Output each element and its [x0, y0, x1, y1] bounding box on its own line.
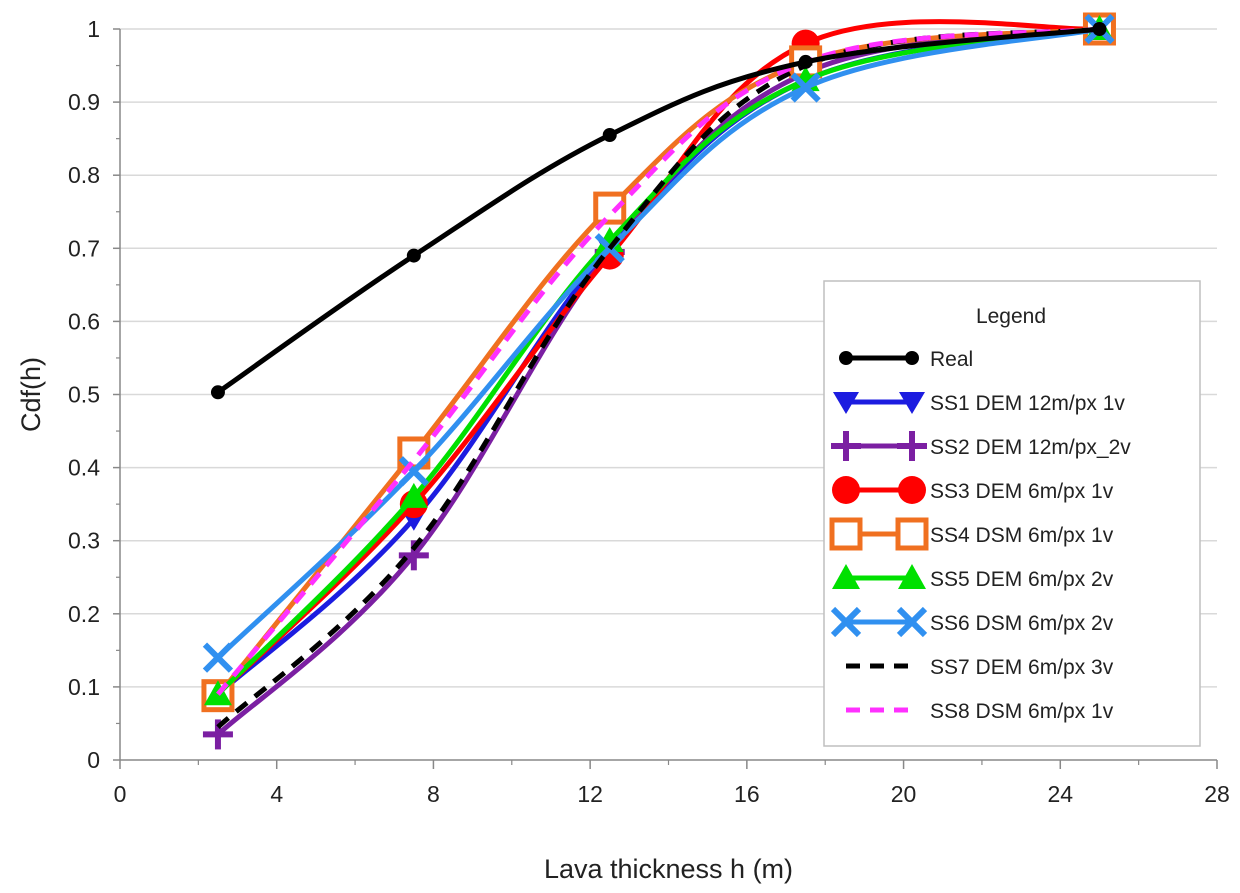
y-tick-label: 1: [87, 16, 100, 42]
legend-swatch-marker: [897, 431, 927, 461]
data-point-real: [602, 127, 617, 142]
legend-entry-ss3-dem-6m-px-1v: SS3 DEM 6m/px 1v: [832, 476, 1114, 504]
x-tick-label: 4: [270, 781, 283, 807]
legend-entry-ss6-dsm-6m-px-2v: SS6 DSM 6m/px 2v: [830, 606, 1114, 638]
legend: Legend Real SS1 DEM 12m/px 1v SS2 DEM 12m/…: [823, 280, 1201, 747]
legend-entry-ss8-dsm-6m-px-1v: SS8 DSM 6m/px 1v: [846, 700, 1114, 723]
y-tick-label: 0.5: [68, 382, 100, 408]
y-tick-label: 0.7: [68, 235, 100, 261]
legend-swatch-marker: [898, 564, 926, 589]
legend-label: SS7 DEM 6m/px 3v: [930, 656, 1114, 679]
y-tick-label: 0.3: [68, 528, 100, 554]
legend-label: SS8 DSM 6m/px 1v: [930, 700, 1114, 723]
data-point-real: [210, 385, 225, 400]
legend-swatch-marker: [896, 606, 928, 638]
legend-swatch-marker: [831, 431, 861, 461]
y-axis-title: Cdf(h): [16, 357, 46, 432]
legend-swatch-marker: [832, 564, 860, 589]
legend-entry-real: Real: [839, 348, 973, 371]
x-tick-label: 28: [1204, 781, 1230, 807]
legend-swatch-marker: [839, 351, 853, 365]
legend-entry-ss5-dem-6m-px-2v: SS5 DEM 6m/px 2v: [832, 564, 1114, 591]
legend-entry-ss4-dsm-6m-px-1v: SS4 DSM 6m/px 1v: [829, 517, 1114, 551]
y-tick-label: 0.9: [68, 89, 100, 115]
legend-title: Legend: [976, 305, 1046, 328]
legend-swatch-marker: [899, 392, 925, 414]
axes: 0 0.1 0.2 0.3 0.4 0.5 0.6 0.7 0.8 0.9 1 0 4 8 12 16 20 24…: [68, 16, 1230, 807]
legend-label: Real: [930, 348, 973, 371]
legend-swatch-marker: [829, 517, 863, 551]
data-point-real: [798, 54, 813, 69]
legend-swatch-marker: [833, 392, 859, 414]
legend-entry-ss1-dem-12m-px-1v: SS1 DEM 12m/px 1v: [833, 392, 1125, 415]
legend-swatch-marker: [832, 476, 860, 504]
series-real: [210, 22, 1107, 400]
data-point-real: [1092, 22, 1107, 36]
x-tick-label: 16: [734, 781, 760, 807]
legend-swatch-marker: [898, 476, 926, 504]
y-tick-label: 0.8: [68, 162, 100, 188]
y-tick-label: 0.6: [68, 308, 100, 334]
legend-entry-ss2-dem-12m-px-2v: SS2 DEM 12m/px_2v: [831, 431, 1131, 461]
data-point-ss5-dem-6m-px-2v: [399, 482, 428, 508]
data-point-ss5-dem-6m-px-2v: [595, 226, 624, 252]
data-point-ss6-dsm-6m-px-2v: [790, 72, 821, 103]
y-tick-label: 0.4: [68, 455, 100, 481]
y-tick-label: 0.1: [68, 674, 100, 700]
legend-swatch-marker: [830, 606, 862, 638]
y-tick-label: 0: [87, 747, 100, 773]
legend-label: SS2 DEM 12m/px_2v: [930, 436, 1131, 459]
x-tick-label: 20: [891, 781, 917, 807]
data-point-ss6-dsm-6m-px-2v: [202, 642, 234, 673]
legend-label: SS1 DEM 12m/px 1v: [930, 392, 1125, 415]
data-point-real: [406, 248, 421, 263]
y-tick-label: 0.2: [68, 601, 100, 627]
x-tick-label: 24: [1047, 781, 1073, 807]
legend-label: SS4 DSM 6m/px 1v: [930, 524, 1114, 547]
x-tick-label: 8: [427, 781, 440, 807]
data-point-ss6-dsm-6m-px-2v: [398, 456, 429, 487]
legend-label: SS6 DSM 6m/px 2v: [930, 612, 1114, 635]
x-axis-title: Lava thickness h (m): [544, 854, 793, 884]
x-tick-label: 12: [577, 781, 603, 807]
legend-entry-ss7-dem-6m-px-3v: SS7 DEM 6m/px 3v: [846, 656, 1114, 679]
x-tick-label: 0: [114, 781, 127, 807]
legend-label: SS3 DEM 6m/px 1v: [930, 480, 1114, 503]
plot-series: [201, 12, 1116, 750]
legend-swatch-marker: [895, 517, 929, 551]
legend-swatch-marker: [905, 351, 919, 365]
legend-label: SS5 DEM 6m/px 2v: [930, 568, 1114, 591]
